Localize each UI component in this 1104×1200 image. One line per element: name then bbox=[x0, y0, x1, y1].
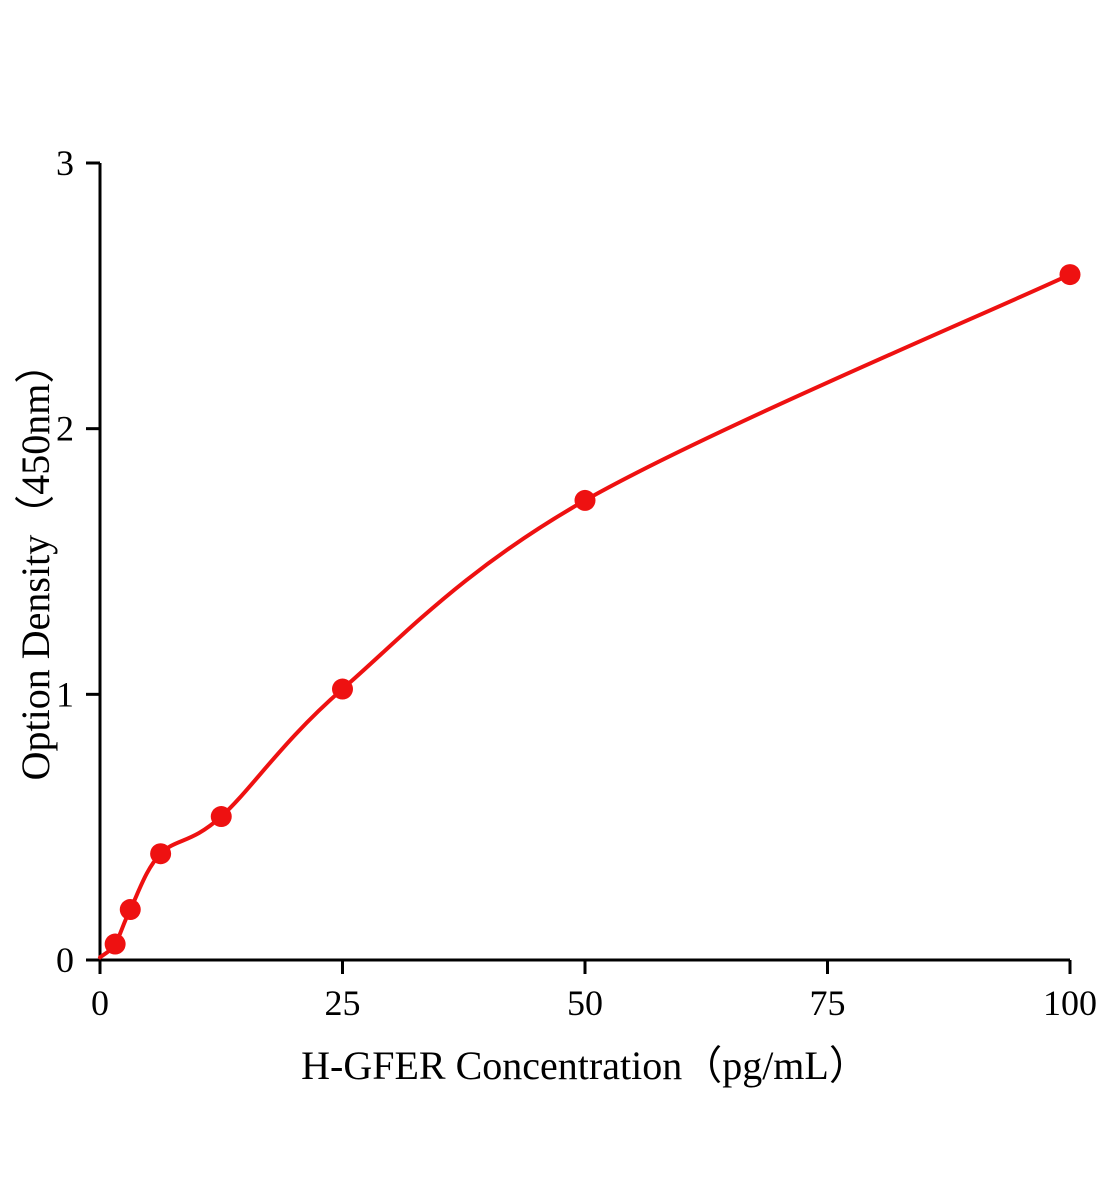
y-tick-label: 1 bbox=[56, 674, 74, 714]
standard-curve-line bbox=[98, 272, 1072, 960]
data-point bbox=[119, 899, 141, 921]
data-point bbox=[1059, 264, 1081, 286]
x-tick-label: 50 bbox=[567, 983, 603, 1023]
y-tick-label: 2 bbox=[56, 409, 74, 449]
y-axis-label: Option Density（450nm） bbox=[13, 343, 58, 781]
data-point bbox=[150, 843, 172, 865]
x-tick-label: 0 bbox=[91, 983, 109, 1023]
axes bbox=[98, 163, 1070, 962]
x-tick-label: 25 bbox=[325, 983, 361, 1023]
x-axis-label: H-GFER Concentration（pg/mL） bbox=[301, 1043, 869, 1088]
x-tick-label: 100 bbox=[1043, 983, 1097, 1023]
data-point bbox=[210, 806, 232, 828]
data-point bbox=[574, 489, 596, 511]
data-point bbox=[332, 678, 353, 700]
x-tick-label: 75 bbox=[810, 983, 846, 1023]
data-point bbox=[104, 933, 126, 955]
y-tick-label: 0 bbox=[56, 940, 74, 980]
y-tick-label: 3 bbox=[56, 143, 74, 183]
